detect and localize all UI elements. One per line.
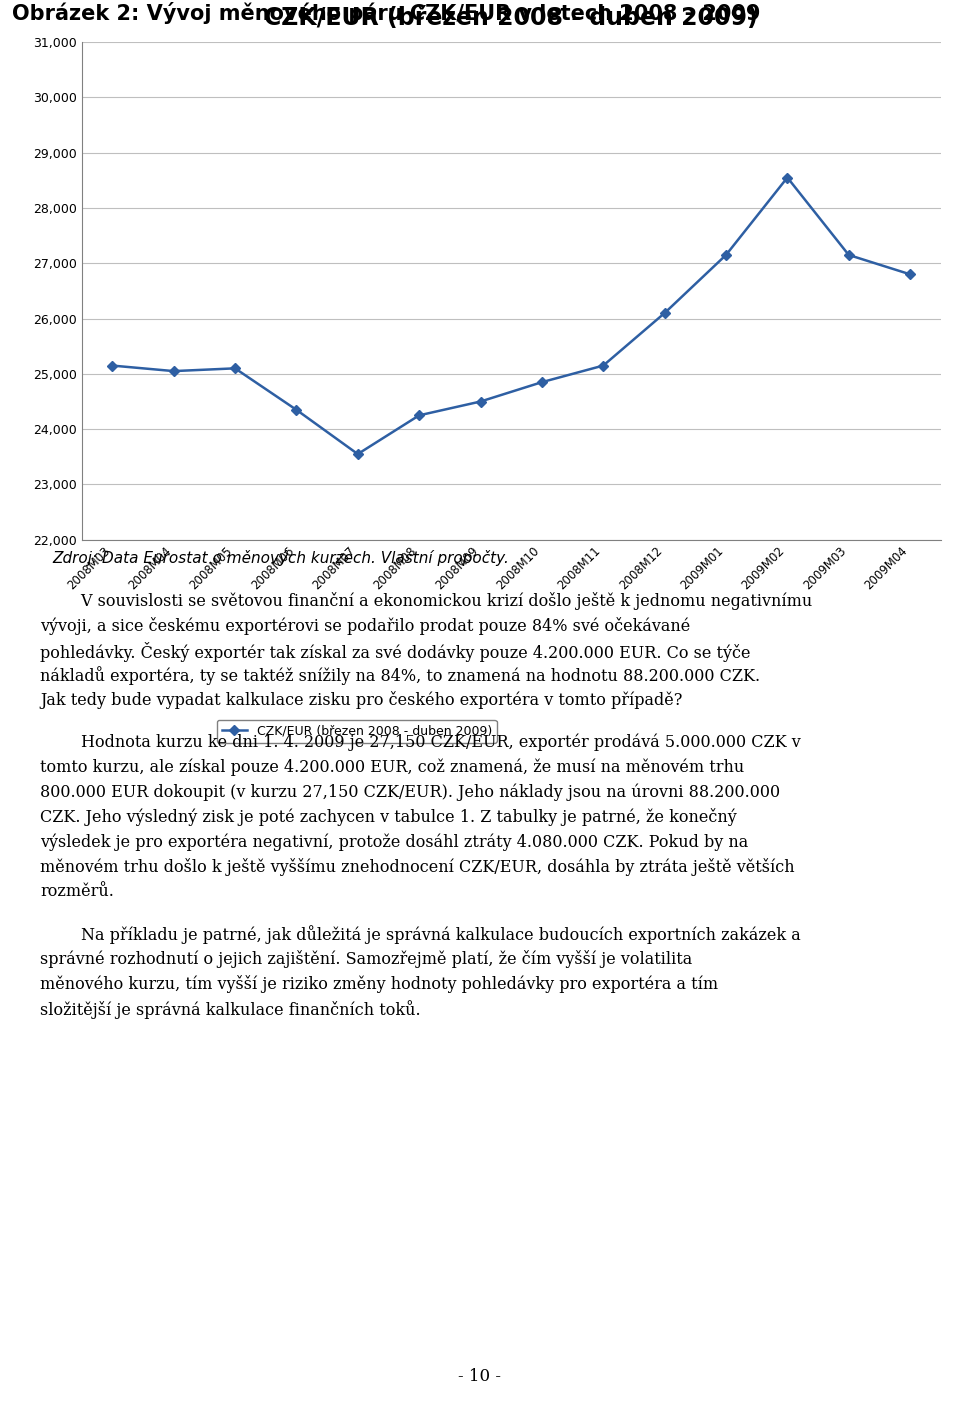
CZK/EUR (březen 2008 - duben 2009) [720,247,732,264]
Text: tomto kurzu, ale získal pouze 4.200.000 EUR, což znamená, že musí na měnovém trh: tomto kurzu, ale získal pouze 4.200.000 … [40,758,745,775]
Text: měnovém trhu došlo k ještě vyššímu znehodnocení CZK/EUR, dosáhla by ztráta ještě: měnovém trhu došlo k ještě vyššímu zneho… [40,858,795,876]
Text: vývoji, a sice českému exportérovi se podařilo prodat pouze 84% své očekávané: vývoji, a sice českému exportérovi se po… [40,617,690,635]
Text: Hodnota kurzu ke dni 1. 4. 2009 je 27,150 CZK/EUR, exportér prodává 5.000.000 CZ: Hodnota kurzu ke dni 1. 4. 2009 je 27,15… [40,733,801,750]
CZK/EUR (březen 2008 - duben 2009) [843,247,854,264]
Text: správné rozhodnutí o jejich zajištění. Samozřejmě platí, že čím vyšší je volatil: správné rozhodnutí o jejich zajištění. S… [40,949,692,967]
Text: výsledek je pro exportéra negativní, protože dosáhl ztráty 4.080.000 CZK. Pokud : výsledek je pro exportéra negativní, pro… [40,833,749,851]
CZK/EUR (březen 2008 - duben 2009) [904,266,916,283]
Text: Obrázek 2: Vývoj měnového páru CZK/EUR v letech 2008 – 2009: Obrázek 2: Vývoj měnového páru CZK/EUR v… [12,1,760,24]
CZK/EUR (březen 2008 - duben 2009) [475,393,487,409]
CZK/EUR (březen 2008 - duben 2009) [781,170,793,186]
CZK/EUR (březen 2008 - duben 2009) [352,446,364,463]
Legend: CZK/EUR (březen 2008 - duben 2009): CZK/EUR (březen 2008 - duben 2009) [217,719,497,743]
Line: CZK/EUR (březen 2008 - duben 2009): CZK/EUR (březen 2008 - duben 2009) [108,174,914,457]
CZK/EUR (březen 2008 - duben 2009) [291,401,302,418]
Text: nákladů exportéra, ty se taktéž snížily na 84%, to znamená na hodnotu 88.200.000: nákladů exportéra, ty se taktéž snížily … [40,666,760,686]
CZK/EUR (březen 2008 - duben 2009) [659,304,670,321]
Text: měnového kurzu, tím vyšší je riziko změny hodnoty pohledávky pro exportéra a tím: měnového kurzu, tím vyšší je riziko změn… [40,974,718,993]
Text: CZK. Jeho výsledný zisk je poté zachycen v tabulce 1. Z tabulky je patrné, že ko: CZK. Jeho výsledný zisk je poté zachycen… [40,808,737,826]
CZK/EUR (březen 2008 - duben 2009) [229,360,241,377]
Text: rozměrů.: rozměrů. [40,883,114,900]
Text: - 10 -: - 10 - [459,1368,501,1385]
Text: pohledávky. Český exportér tak získal za své dodávky pouze 4.200.000 EUR. Co se : pohledávky. Český exportér tak získal za… [40,642,751,662]
Text: Jak tedy bude vypadat kalkulace zisku pro českého exportéra v tomto případě?: Jak tedy bude vypadat kalkulace zisku pr… [40,691,683,709]
Text: Na příkladu je patrné, jak důležitá je správná kalkulace budoucích exportních za: Na příkladu je patrné, jak důležitá je s… [40,925,801,944]
CZK/EUR (březen 2008 - duben 2009) [107,358,118,374]
Title: CZK/EUR (březen 2008 - duben 2009): CZK/EUR (březen 2008 - duben 2009) [264,7,758,31]
Text: V souvislosti se světovou finanční a ekonomickou krizí došlo ještě k jednomu neg: V souvislosti se světovou finanční a eko… [40,592,812,610]
Text: 800.000 EUR dokoupit (v kurzu 27,150 CZK/EUR). Jeho náklady jsou na úrovni 88.20: 800.000 EUR dokoupit (v kurzu 27,150 CZK… [40,784,780,801]
CZK/EUR (březen 2008 - duben 2009) [414,407,425,423]
CZK/EUR (březen 2008 - duben 2009) [168,363,180,380]
Text: složitější je správná kalkulace finančních toků.: složitější je správná kalkulace finanční… [40,1000,420,1018]
CZK/EUR (březen 2008 - duben 2009) [597,358,609,374]
Text: Zdroj: Data Eurostat o měnových kurzech. Vlastní propočty.: Zdroj: Data Eurostat o měnových kurzech.… [53,550,510,565]
CZK/EUR (březen 2008 - duben 2009) [536,374,547,391]
